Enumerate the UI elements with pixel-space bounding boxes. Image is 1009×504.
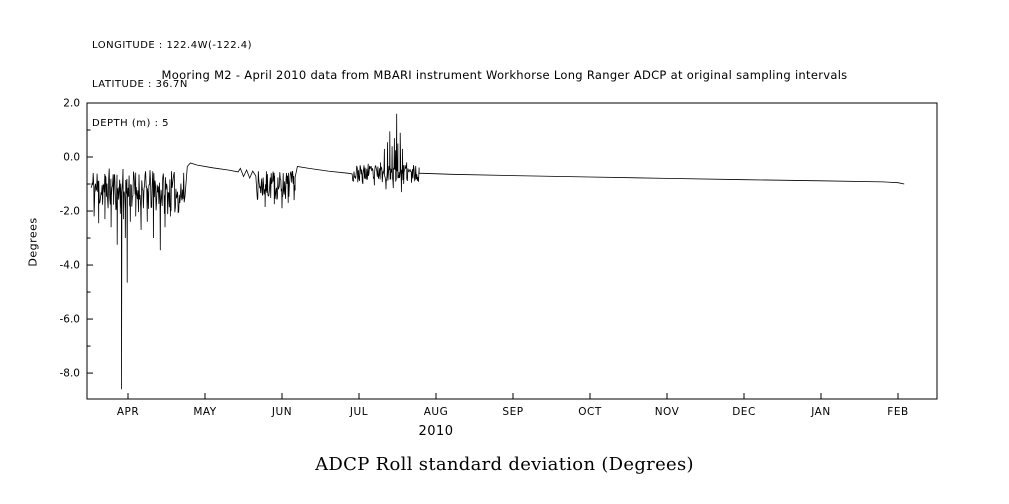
data-series-line bbox=[90, 113, 905, 390]
longitude-label: LONGITUDE : 122.4W(-122.4) bbox=[92, 40, 252, 51]
x-tick-label: JUL bbox=[349, 406, 368, 418]
y-tick-label: -8.0 bbox=[60, 368, 81, 380]
y-axis-title: Degrees bbox=[26, 217, 40, 267]
y-tick-label: -2.0 bbox=[60, 206, 81, 218]
metadata-block: LONGITUDE : 122.4W(-122.4) LATITUDE : 36… bbox=[92, 13, 252, 156]
x-tick-label: NOV bbox=[655, 406, 680, 418]
x-tick-label: OCT bbox=[578, 406, 602, 418]
x-tick-label: DEC bbox=[732, 406, 756, 418]
latitude-label: LATITUDE : 36.7N bbox=[92, 79, 188, 90]
x-tick-label: APR bbox=[117, 406, 139, 418]
x-tick-label: MAY bbox=[193, 406, 216, 418]
x-tick-label: JUN bbox=[271, 406, 292, 418]
y-tick-label: -4.0 bbox=[60, 260, 81, 272]
x-tick-label: SEP bbox=[502, 406, 523, 418]
y-tick-label: -6.0 bbox=[60, 314, 81, 326]
x-tick-label: FEB bbox=[887, 406, 908, 418]
x-tick-label: JAN bbox=[810, 406, 830, 418]
y-tick-label: 2.0 bbox=[63, 98, 80, 110]
plot-caption: ADCP Roll standard deviation (Degrees) bbox=[315, 454, 694, 475]
depth-label: DEPTH (m) : 5 bbox=[92, 118, 169, 129]
plot-frame bbox=[86, 102, 938, 400]
plot-title: Mooring M2 - April 2010 data from MBARI … bbox=[161, 68, 848, 82]
y-tick-label: 0.0 bbox=[63, 152, 80, 164]
x-tick-label: AUG bbox=[424, 406, 449, 418]
x-axis-year-label: 2010 bbox=[418, 424, 454, 439]
